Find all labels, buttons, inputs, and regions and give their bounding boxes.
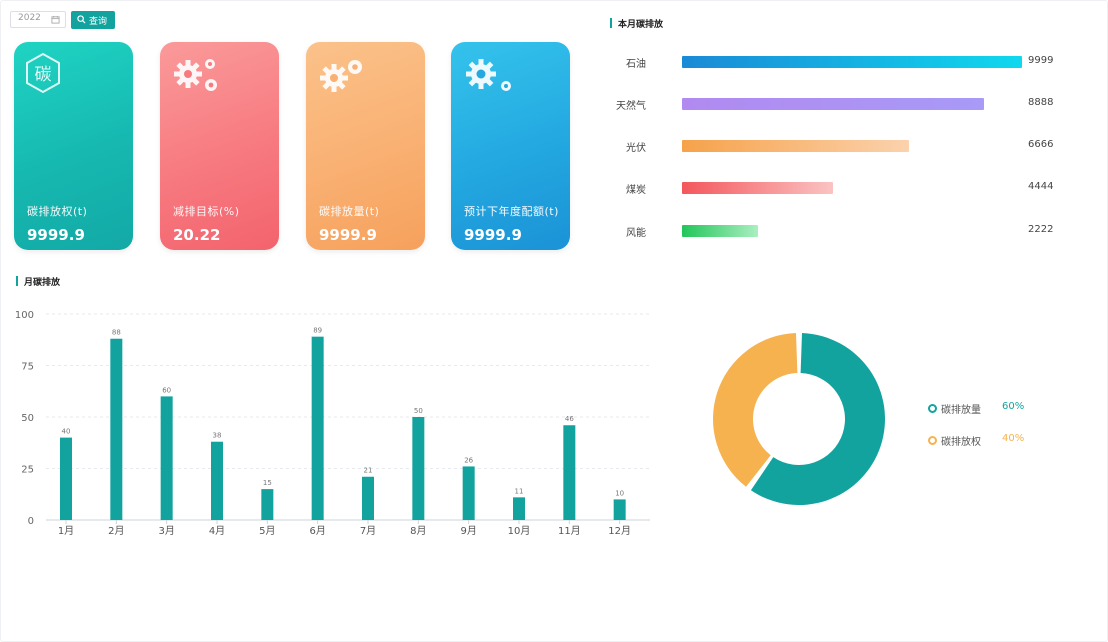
legend-percent: 60% <box>1002 401 1025 412</box>
energy-value: 6666 <box>1028 139 1054 150</box>
bar-value-label: 60 <box>162 386 171 394</box>
energy-bar <box>682 182 833 194</box>
donut-slice <box>750 333 885 505</box>
x-tick-label: 8月 <box>410 525 426 537</box>
bar-value-label: 46 <box>565 415 574 423</box>
energy-bar <box>682 56 1022 68</box>
x-tick-label: 11月 <box>558 525 581 537</box>
card-label: 碳排放权(t) <box>27 205 88 218</box>
energy-value: 9999 <box>1028 55 1054 66</box>
gears-icon <box>170 52 230 106</box>
bar-value-label: 26 <box>464 456 473 464</box>
energy-value: 8888 <box>1028 97 1054 108</box>
bar-value-label: 40 <box>62 428 71 436</box>
month-bar <box>563 425 576 520</box>
x-tick-label: 12月 <box>608 525 631 537</box>
energy-bar <box>682 140 909 152</box>
gears-icon <box>461 52 521 106</box>
month-bar <box>513 497 525 520</box>
month-bar <box>412 417 425 520</box>
y-tick-label: 0 <box>28 516 34 527</box>
month-bar <box>362 476 374 520</box>
x-tick-label: 3月 <box>158 525 174 537</box>
carbon-glyph: 碳 <box>35 65 52 85</box>
legend-label: 碳排放权 <box>941 437 981 448</box>
month-bar <box>110 338 123 520</box>
bar-value-label: 21 <box>364 467 373 475</box>
stat-card-emission-rights: 碳 碳排放权(t) 9999.9 <box>14 42 133 250</box>
y-tick-label: 50 <box>21 413 34 424</box>
x-tick-label: 4月 <box>209 525 225 537</box>
query-label: 查询 <box>89 17 108 27</box>
energy-bar <box>682 98 984 110</box>
energy-row: 石油 9999 <box>600 55 1080 70</box>
energy-label: 光伏 <box>626 143 646 154</box>
x-tick-label: 7月 <box>360 525 376 537</box>
month-bar <box>211 441 223 520</box>
energy-row: 风能 2222 <box>600 224 1080 239</box>
energy-label: 石油 <box>626 59 646 70</box>
energy-ranking-title: 本月碳排放 <box>610 17 663 30</box>
gears-icon <box>316 52 376 106</box>
x-tick-label: 5月 <box>259 525 275 537</box>
stat-card-next-year-quota: 预计下年度配额(t) 9999.9 <box>451 42 570 250</box>
energy-label: 煤炭 <box>626 185 646 196</box>
month-bar <box>462 466 475 520</box>
bar-value-label: 10 <box>615 489 624 497</box>
stat-card-reduction-target: 减排目标(%) 20.22 <box>160 42 279 250</box>
energy-row: 煤炭 4444 <box>600 181 1080 196</box>
stat-card-emission-amount: 碳排放量(t) 9999.9 <box>306 42 425 250</box>
card-value: 20.22 <box>173 226 221 244</box>
legend-dot <box>928 404 937 413</box>
bar-value-label: 88 <box>112 329 121 337</box>
year-value: 2022 <box>18 13 41 23</box>
energy-row: 天然气 8888 <box>600 97 1080 112</box>
x-tick-label: 1月 <box>58 525 74 537</box>
month-bar <box>311 336 324 520</box>
bar-value-label: 11 <box>515 487 524 495</box>
bar-value-label: 89 <box>313 327 322 335</box>
month-bar <box>261 489 274 520</box>
donut-chart <box>713 333 885 505</box>
card-label: 减排目标(%) <box>173 205 240 218</box>
y-tick-label: 100 <box>15 310 34 321</box>
bar-value-label: 38 <box>213 432 222 440</box>
bar-value-label: 15 <box>263 479 272 487</box>
card-value: 9999.9 <box>319 226 377 244</box>
card-value: 9999.9 <box>27 226 85 244</box>
month-bar <box>613 499 626 520</box>
energy-bar <box>682 225 758 237</box>
card-label: 碳排放量(t) <box>319 205 380 218</box>
year-picker[interactable]: 2022 <box>10 11 66 28</box>
card-label: 预计下年度配额(t) <box>464 205 559 218</box>
search-icon <box>77 15 86 24</box>
energy-value: 2222 <box>1028 224 1054 235</box>
y-tick-label: 75 <box>21 362 34 373</box>
energy-label: 风能 <box>626 228 646 239</box>
month-bar <box>60 437 72 520</box>
x-tick-label: 2月 <box>108 525 124 537</box>
y-tick-label: 25 <box>21 465 34 476</box>
carbon-hexagon-icon: 碳 <box>24 52 62 98</box>
month-bar <box>160 396 173 520</box>
monthly-bar-chart: 0 25 50 75 100 40 1月 88 2月 60 3月 38 4月 15 5月 89 6月 21 7月 50… <box>15 310 650 537</box>
energy-value: 4444 <box>1028 181 1054 192</box>
calendar-icon <box>51 15 60 24</box>
energy-label: 天然气 <box>616 101 646 112</box>
x-tick-label: 6月 <box>309 525 325 537</box>
legend-label: 碳排放量 <box>941 405 981 416</box>
energy-row: 光伏 6666 <box>600 139 1080 154</box>
monthly-chart-title: 月碳排放 <box>16 275 60 288</box>
x-tick-label: 9月 <box>460 525 476 537</box>
donut-slice <box>713 333 798 487</box>
legend-dot <box>928 436 937 445</box>
x-tick-label: 10月 <box>508 525 531 537</box>
bar-value-label: 50 <box>414 407 423 415</box>
card-value: 9999.9 <box>464 226 522 244</box>
query-button[interactable]: 查询 <box>71 11 115 29</box>
legend-percent: 40% <box>1002 433 1025 444</box>
